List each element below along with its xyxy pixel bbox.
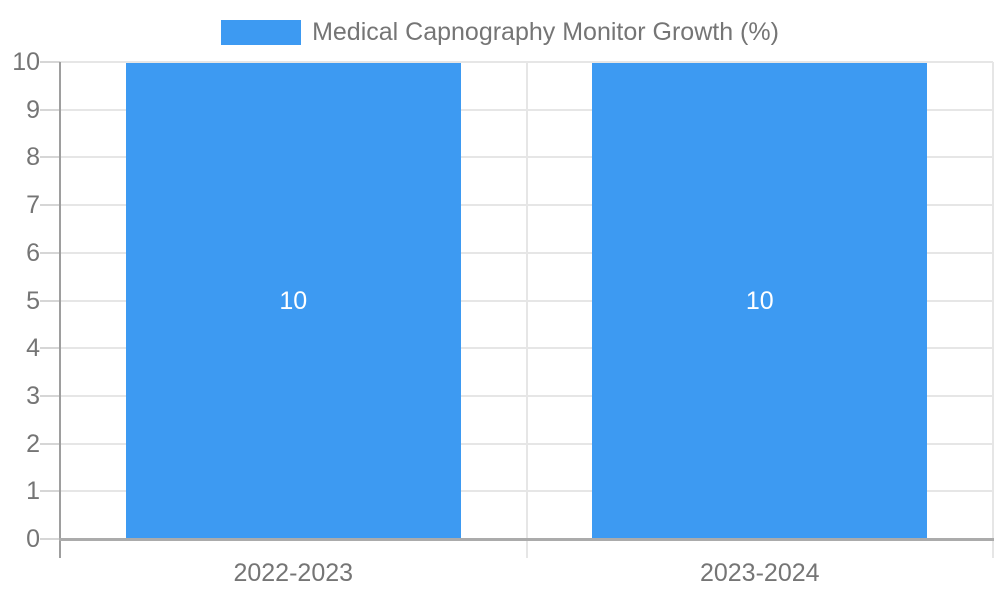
x-axis-line: [59, 538, 994, 541]
y-axis-tick-label: 0: [26, 525, 40, 553]
y-axis-tick: [40, 442, 60, 445]
category-boundary-line: [992, 62, 994, 558]
y-axis-tick-label: 7: [26, 191, 40, 220]
bar-value-label: 10: [745, 287, 774, 315]
y-axis-tick: [40, 538, 60, 540]
y-axis-tick: [40, 490, 60, 493]
legend-label: Medical Capnography Monitor Growth (%): [312, 18, 779, 46]
y-axis-tick: [40, 156, 60, 159]
y-axis-tick: [40, 347, 60, 350]
y-axis-tick-label: 9: [26, 95, 40, 124]
y-axis-tick-label: 2: [26, 429, 40, 458]
y-axis-tick-label: 1: [26, 477, 40, 506]
y-axis-tick: [40, 108, 60, 111]
y-axis-tick-label: 3: [26, 381, 40, 410]
bar-value-label: 10: [279, 287, 308, 315]
y-axis-tick-label: 5: [26, 286, 40, 315]
y-axis-tick: [40, 394, 60, 397]
bar: 10: [125, 63, 461, 539]
y-axis-tick: [40, 204, 60, 207]
y-axis-tick-label: 8: [26, 143, 40, 172]
y-axis-tick: [40, 61, 60, 63]
x-axis-category-label: 2022-2023: [233, 559, 354, 587]
legend-swatch: [221, 20, 302, 45]
y-axis-line: [59, 62, 61, 558]
category-boundary-line: [525, 62, 528, 558]
y-axis-tick-label: 10: [12, 48, 40, 76]
bar: 10: [592, 63, 928, 539]
y-axis-tick: [40, 251, 60, 254]
x-axis-category-label: 2023-2024: [699, 559, 820, 587]
y-axis-tick-label: 4: [26, 334, 40, 363]
legend: Medical Capnography Monitor Growth (%): [0, 20, 1000, 45]
y-axis-tick-label: 6: [26, 238, 40, 267]
y-axis-tick: [40, 299, 60, 302]
